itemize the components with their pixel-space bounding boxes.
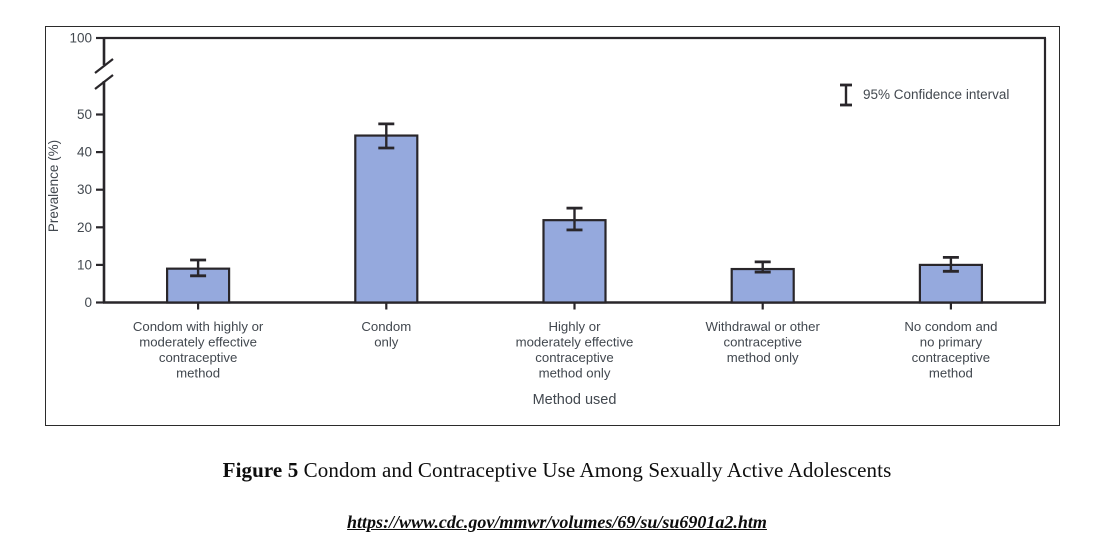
legend-label: 95% Confidence interval [863,87,1009,102]
y-tick-label: 50 [77,107,92,122]
axis-break-mark [94,58,114,74]
x-category-label: moderately effective [516,335,634,350]
y-tick-label: 30 [77,182,92,197]
axis-break-mark [94,74,114,90]
x-category-label: only [374,335,399,350]
figure-caption: Figure 5 Condom and Contraceptive Use Am… [0,458,1114,483]
y-tick-label: 0 [84,295,92,310]
x-category-label: Condom [361,319,411,334]
y-tick-label: 40 [77,145,92,160]
figure-box: 0 10 20 30 40 50 100 Prevalence (%) Condom with … [45,26,1060,426]
y-axis-title: Prevalence (%) [46,140,61,232]
x-category-label: contraceptive [912,350,990,365]
source-url-link[interactable]: https://www.cdc.gov/mmwr/volumes/69/su/s… [347,512,767,532]
y-tick-label: 100 [69,31,92,46]
figure-caption-title: Condom and Contraceptive Use Among Sexua… [303,458,892,482]
x-category-label: method only [539,366,611,381]
x-category-label: moderately effective [139,335,257,350]
y-tick-label: 10 [77,257,92,272]
x-category-label: contraceptive [535,350,613,365]
x-category-label: contraceptive [723,335,801,350]
figure-caption-label: Figure 5 [222,458,299,482]
y-tick-label: 20 [77,220,92,235]
x-category-label: Condom with highly or [133,319,264,334]
x-axis-title: Method used [533,392,617,408]
source-url-line: https://www.cdc.gov/mmwr/volumes/69/su/s… [0,512,1114,533]
x-category-label: contraceptive [159,350,237,365]
x-category-label: method [176,366,220,381]
x-category-label: Highly or [548,319,601,334]
x-category-label: Withdrawal or other [706,319,821,334]
x-category-label: method only [727,350,799,365]
bar-3 [542,219,607,304]
bar-4 [730,267,795,304]
x-category-label: method [929,366,973,381]
x-category-label: no primary [920,335,983,350]
bar-2 [354,134,419,304]
x-category-label: No condom and [904,319,997,334]
bar-chart: 0 10 20 30 40 50 100 Prevalence (%) Condom with … [46,31,1047,408]
